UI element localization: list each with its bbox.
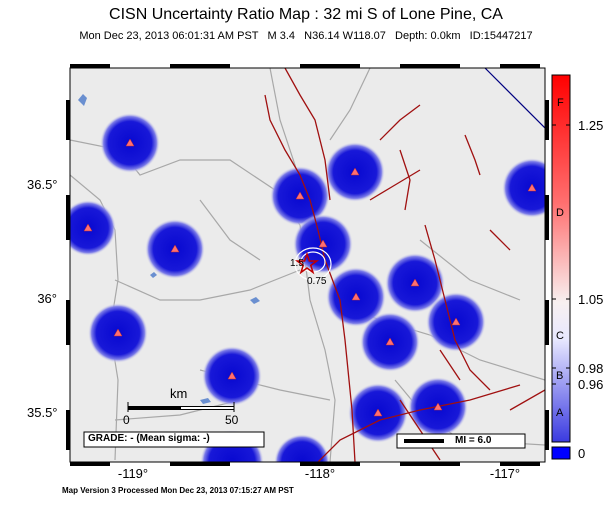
lat-label: 36° [37,291,57,306]
colorbar-value: 0.96 [578,377,604,392]
grade-letter: C [556,330,564,342]
footer-processed: Map Version 3 Processed Mon Dec 23, 2013… [62,486,294,495]
colorbar-value: 1.25 [578,118,604,133]
scale-end: 50 [225,413,239,427]
scale-start: 0 [123,413,130,427]
grade-letter: D [556,207,564,219]
scale-unit: km [170,386,188,401]
lon-label: -117° [489,466,521,481]
mi-legend-line [404,439,444,443]
contour-label: 1.5 [290,258,304,269]
frame-ticks [66,64,549,466]
state-border [484,68,545,129]
map-title: CISN Uncertainty Ratio Map : 32 mi S of … [109,6,503,23]
grade-text: GRADE: - (Mean sigma: -) [88,433,210,444]
colorbar-value: 0 [578,446,586,461]
grade-box [83,431,265,448]
scale-bar [127,402,235,412]
mi-legend-box [396,433,526,449]
event-subtitle: Mon Dec 23, 2013 06:01:31 AM PST M 3.4 N… [79,30,533,42]
grade-letter: B [556,370,564,382]
mi-legend-text: MI = 6.0 [455,435,492,446]
epicenter-star [294,251,320,275]
lat-label: 35.5° [27,405,58,420]
colorbar-zero-swatch [551,446,571,460]
contour-label: 0.75 [307,276,327,287]
lon-label: -118° [304,466,336,481]
colorbar-ticks [552,124,570,385]
colorbar-value: 0.98 [578,361,604,376]
grade-letter: F [557,97,564,109]
colorbar-value: 1.05 [578,292,604,307]
lat-label: 36.5° [27,177,58,192]
station-triangles [83,138,537,417]
lon-label: -119° [117,466,149,481]
grade-letter: A [556,407,564,419]
colorbar [551,74,571,443]
